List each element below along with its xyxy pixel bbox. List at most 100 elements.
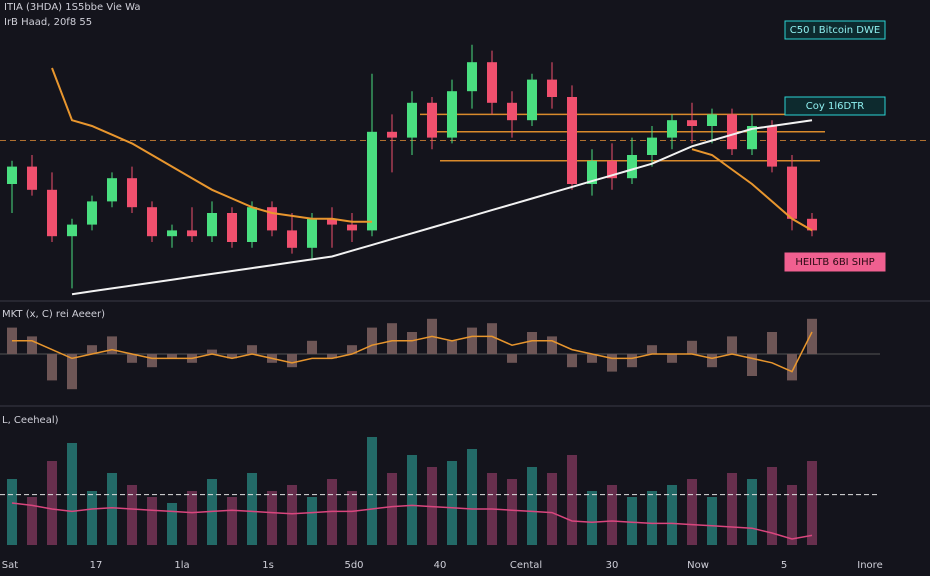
histogram-bar — [447, 340, 457, 354]
x-tick-label: Inore — [857, 560, 882, 571]
histogram-bar — [507, 354, 517, 363]
histogram-bar — [67, 354, 77, 390]
candle-body — [327, 218, 337, 225]
volume-bar — [787, 485, 797, 545]
candle-body — [187, 230, 197, 237]
volume-bar — [447, 461, 457, 545]
volume-bar — [187, 491, 197, 545]
histogram-bar — [567, 354, 577, 368]
volume-bar — [287, 485, 297, 545]
volume-bar — [627, 497, 637, 545]
histogram-bar — [487, 323, 497, 354]
panel-title: L, Ceeheal) — [2, 415, 59, 426]
histogram-bar — [27, 336, 37, 354]
candle-body — [527, 79, 537, 121]
candle-body — [127, 178, 137, 208]
candle-body — [747, 126, 757, 150]
candle-body — [667, 120, 677, 138]
candle-body — [427, 102, 437, 138]
histogram-bar — [527, 332, 537, 354]
histogram-bar — [87, 345, 97, 354]
histogram-bar — [227, 354, 237, 359]
volume-bar — [527, 467, 537, 545]
volume-bar — [727, 473, 737, 545]
indicator-line — [71, 119, 813, 296]
histogram-bar — [247, 345, 257, 354]
volume-bar — [267, 491, 277, 545]
price-label: HEILTB 6BI SIHP — [795, 257, 874, 268]
candle-body — [407, 102, 417, 138]
volume-bar — [47, 461, 57, 545]
histogram-bar — [407, 332, 417, 354]
candle-body — [307, 218, 317, 248]
candle-body — [807, 218, 817, 231]
panel-title: MKT (x, C) rei Aeeer) — [2, 309, 105, 320]
volume-bar — [367, 437, 377, 545]
volume-bar — [247, 473, 257, 545]
histogram-bar — [367, 327, 377, 354]
candle-body — [707, 114, 717, 126]
x-tick-label: Now — [687, 560, 709, 571]
candle-body — [47, 189, 57, 237]
label-box — [784, 20, 886, 40]
candle-body — [587, 160, 597, 184]
histogram-bar — [287, 354, 297, 368]
volume-bar — [767, 467, 777, 545]
candle-body — [687, 120, 697, 126]
candle-body — [27, 166, 37, 190]
volume-bar — [147, 497, 157, 545]
volume-bar — [307, 497, 317, 545]
volume-bar — [167, 503, 177, 545]
histogram-bar — [467, 327, 477, 354]
volume-bar — [347, 491, 357, 545]
candle-body — [227, 213, 237, 242]
candle-body — [207, 213, 217, 237]
candle-body — [107, 178, 117, 202]
volume-bar — [587, 491, 597, 545]
volume-bar — [127, 485, 137, 545]
volume-bar — [647, 491, 657, 545]
candle-body — [507, 102, 517, 121]
chart-subtitle: IrB Haad, 20f8 55 — [4, 17, 92, 28]
candle-body — [367, 131, 377, 231]
x-tick-label: Cental — [510, 560, 542, 571]
histogram-bar — [727, 336, 737, 354]
volume-bar — [107, 473, 117, 545]
candle-body — [647, 137, 657, 155]
x-tick-label: 17 — [90, 560, 103, 571]
chart-title: ITIA (3HDA) 1S5bbe Vie Wa — [4, 2, 140, 13]
label-box — [784, 96, 886, 116]
volume-bar — [567, 455, 577, 545]
histogram-bar — [647, 345, 657, 354]
indicator-line — [51, 67, 813, 232]
volume-bar — [227, 497, 237, 545]
candle-body — [567, 97, 577, 184]
volume-bar — [507, 479, 517, 545]
volume-bar — [27, 497, 37, 545]
candle-body — [447, 91, 457, 138]
histogram-bar — [387, 323, 397, 354]
candle-body — [147, 207, 157, 237]
x-tick-label: 40 — [434, 560, 447, 571]
signal-line — [12, 331, 813, 373]
candle-body — [67, 224, 77, 237]
volume-bar — [607, 485, 617, 545]
volume-bar — [67, 443, 77, 545]
candle-body — [547, 79, 557, 97]
volume-bar — [7, 479, 17, 545]
histogram-bar — [607, 354, 617, 372]
histogram-bar — [667, 354, 677, 363]
candle-body — [627, 155, 637, 179]
histogram-bar — [747, 354, 757, 376]
x-tick-label: 30 — [606, 560, 619, 571]
candle-body — [167, 230, 177, 237]
histogram-bar — [627, 354, 637, 368]
volume-bar — [467, 449, 477, 545]
volume-bar — [547, 473, 557, 545]
histogram-bar — [147, 354, 157, 368]
x-tick-label: 5 — [781, 560, 787, 571]
histogram-bar — [47, 354, 57, 381]
histogram-bar — [107, 336, 117, 354]
oscillator-line — [11, 502, 813, 540]
